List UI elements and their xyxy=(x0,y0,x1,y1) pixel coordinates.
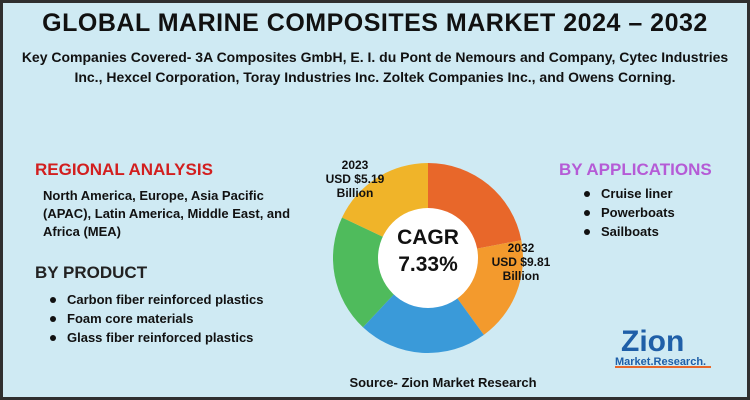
application-item: Cruise liner xyxy=(581,185,731,202)
application-item: Powerboats xyxy=(581,204,731,221)
annotation-2023-value: USD $5.19 xyxy=(326,172,385,186)
center-label-cagr: CAGR xyxy=(397,226,459,249)
logo-sub-text: Market.Research. xyxy=(615,356,706,368)
page-title: GLOBAL MARINE COMPOSITES MARKET 2024 – 2… xyxy=(42,9,708,37)
source-credit: Source- Zion Market Research xyxy=(349,375,537,390)
product-item: Glass fiber reinforced plastics xyxy=(47,329,277,346)
product-item: Carbon fiber reinforced plastics xyxy=(47,291,277,308)
product-list: Carbon fiber reinforced plastics Foam co… xyxy=(47,291,277,348)
applications-list: Cruise liner Powerboats Sailboats xyxy=(581,185,731,242)
annotation-2023-unit: Billion xyxy=(337,186,374,200)
annotation-2032-year: 2032 xyxy=(508,241,535,255)
center-label-value: 7.33% xyxy=(398,253,458,276)
application-item: Sailboats xyxy=(581,223,731,240)
cagr-donut-chart: CAGR 7.33% 2023 USD $5.19 Billion 2032 U… xyxy=(326,158,551,353)
annotation-2023-year: 2023 xyxy=(342,158,369,172)
annotation-2032-unit: Billion xyxy=(503,269,540,283)
donut-center xyxy=(378,208,478,308)
logo-main-text: Zion xyxy=(621,325,684,358)
by-product-heading: BY PRODUCT xyxy=(35,263,148,282)
regional-analysis-heading: REGIONAL ANALYSIS xyxy=(35,160,213,179)
key-companies-text: Key Companies Covered- 3A Composites Gmb… xyxy=(21,49,729,85)
by-applications-heading: BY APPLICATIONS xyxy=(559,160,712,179)
regional-analysis-text: North America, Europe, Asia Pacific (APA… xyxy=(43,188,291,239)
product-item: Foam core materials xyxy=(47,310,277,327)
annotation-2032-value: USD $9.81 xyxy=(492,255,551,269)
zion-logo: Zion Market.Research. xyxy=(615,325,711,368)
